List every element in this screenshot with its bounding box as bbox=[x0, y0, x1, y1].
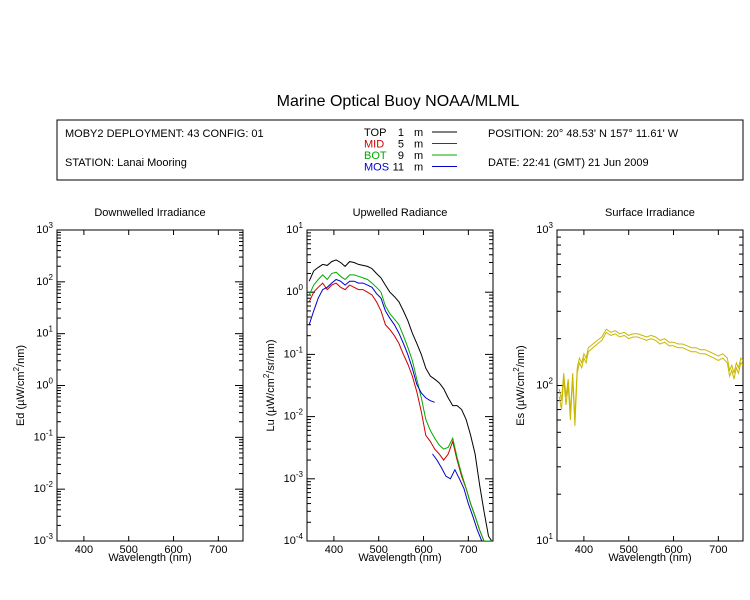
x-tick-label: 500 bbox=[620, 544, 638, 556]
y-tick-label: 101 bbox=[536, 532, 553, 547]
legend-label: TOP bbox=[364, 127, 386, 139]
series-line bbox=[308, 282, 492, 541]
x-tick-label: 700 bbox=[459, 544, 477, 556]
downwelled-irradiance-panel: Downwelled Irradiance 400 500 600 700 Wavelen… bbox=[12, 207, 244, 564]
series-line bbox=[308, 271, 492, 541]
surface-irradiance-panel: Surface Irradiance 400 500 600 700 Wavelength… bbox=[512, 207, 744, 564]
x-tick-label: 500 bbox=[370, 544, 388, 556]
x-tick-label: 700 bbox=[209, 544, 227, 556]
series-line bbox=[308, 259, 493, 541]
x-tick-label: 400 bbox=[325, 544, 343, 556]
legend-label: BOT bbox=[364, 150, 387, 162]
x-tick-label: 400 bbox=[75, 544, 93, 556]
position-text: POSITION: 20° 48.53' N 157° 11.61' W bbox=[488, 128, 679, 140]
panel-title: Surface Irradiance bbox=[605, 207, 695, 219]
series-line bbox=[558, 331, 743, 426]
date-text: DATE: 22:41 (GMT) 21 Jun 2009 bbox=[488, 157, 649, 169]
y-tick-label: 10-2 bbox=[34, 480, 54, 495]
legend-unit: m bbox=[414, 162, 423, 174]
y-tick-label: 10-2 bbox=[284, 408, 304, 423]
legend-unit: m bbox=[414, 127, 423, 139]
series-line bbox=[308, 278, 435, 403]
panel-title: Downwelled Irradiance bbox=[94, 207, 205, 219]
y-tick-label: 100 bbox=[36, 377, 53, 392]
x-axis-label: Wavelength (nm) bbox=[358, 552, 441, 564]
x-tick-label: 600 bbox=[164, 544, 182, 556]
y-axis-label: Ed (µW/cm2/nm) bbox=[12, 345, 27, 426]
upwelled-radiance-panel: Upwelled Radiance 400 500 600 700 Wavelength … bbox=[262, 207, 494, 564]
legend-label: MOS bbox=[364, 162, 389, 174]
y-tick-label: 101 bbox=[36, 325, 53, 340]
y-tick-label: 10-3 bbox=[34, 532, 54, 547]
legend-label: MID bbox=[364, 139, 384, 151]
y-tick-label: 10-1 bbox=[284, 345, 304, 360]
plot-frame bbox=[56, 229, 244, 542]
x-axis-label: Wavelength (nm) bbox=[608, 552, 691, 564]
y-axis-label: Es (µW/cm2/nm) bbox=[512, 345, 527, 425]
plot-frame bbox=[556, 229, 744, 542]
station-text: STATION: Lanai Mooring bbox=[65, 157, 187, 169]
x-tick-label: 700 bbox=[709, 544, 727, 556]
legend-depth: 11 bbox=[393, 162, 404, 174]
y-tick-label: 102 bbox=[36, 273, 53, 288]
y-tick-label: 103 bbox=[36, 221, 53, 236]
y-axis-label: Lu (µW/cm2/sr/nm) bbox=[262, 339, 277, 431]
legend-depth: 9 bbox=[398, 150, 404, 162]
deployment-text: MOBY2 DEPLOYMENT: 43 CONFIG: 01 bbox=[65, 128, 264, 140]
y-tick-label: 100 bbox=[286, 283, 303, 298]
y-tick-label: 101 bbox=[286, 221, 303, 236]
y-tick-label: 10-1 bbox=[34, 428, 54, 443]
series-line bbox=[432, 453, 483, 541]
y-tick-label: 102 bbox=[536, 377, 553, 392]
legend-depth: 5 bbox=[398, 139, 404, 151]
x-tick-label: 400 bbox=[575, 544, 593, 556]
x-tick-label: 600 bbox=[664, 544, 682, 556]
y-tick-label: 10-4 bbox=[284, 532, 304, 547]
figure-title: Marine Optical Buoy NOAA/MLML bbox=[277, 93, 520, 110]
plot-frame bbox=[306, 229, 494, 542]
y-tick-label: 10-3 bbox=[284, 470, 304, 485]
y-tick-label: 103 bbox=[536, 221, 553, 236]
x-tick-label: 600 bbox=[414, 544, 432, 556]
x-tick-label: 500 bbox=[120, 544, 138, 556]
x-axis-label: Wavelength (nm) bbox=[108, 552, 191, 564]
info-box bbox=[56, 119, 744, 181]
panel-title: Upwelled Radiance bbox=[353, 207, 448, 219]
legend-unit: m bbox=[414, 139, 423, 151]
legend-depth: 1 bbox=[398, 127, 404, 139]
series-line bbox=[558, 328, 743, 418]
legend-unit: m bbox=[414, 150, 423, 162]
